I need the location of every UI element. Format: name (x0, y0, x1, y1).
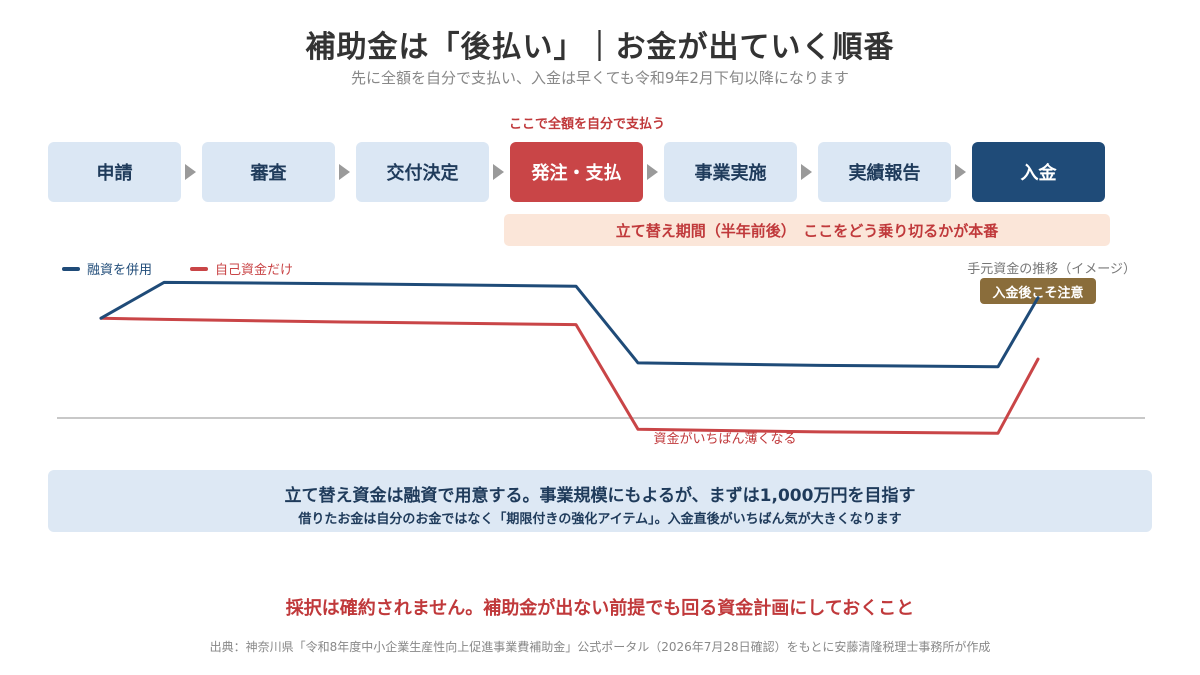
page-title: 補助金は「後払い」｜お金が出ていく順番 (305, 30, 895, 65)
after-deposit-warning-badge: 入金後こそ注意 (980, 278, 1096, 304)
arrow-right-icon (185, 164, 196, 180)
legend-label-loan: 融資を併用 (87, 263, 153, 278)
legend-label-own-funds: 自己資金だけ (215, 263, 294, 278)
financing-advice-main: 立て替え資金は融資で用意する。事業規模にもよるが、まずは1,000万円を目指す (284, 486, 916, 506)
legend-item-loan: 融資を併用 (62, 259, 152, 278)
loan-balance-line (99, 280, 1040, 369)
chart-caption: 手元資金の推移（イメージ） (967, 262, 1136, 277)
arrow-right-icon (647, 164, 658, 180)
step-deposit: 入金 (972, 142, 1105, 202)
lowest-funds-note: 資金がいちばん薄くなる (653, 432, 797, 447)
step-application: 申請 (48, 142, 181, 202)
financing-advice-box: 立て替え資金は融資で用意する。事業規模にもよるが、まずは1,000万円を目指す … (48, 470, 1152, 532)
step-project-execution: 事業実施 (664, 142, 797, 202)
arrow-right-icon (955, 164, 966, 180)
own-funds-balance-line (99, 316, 1040, 435)
arrow-right-icon (493, 164, 504, 180)
payment-callout: ここで全額を自分で支払う (509, 117, 666, 132)
arrow-right-icon (801, 164, 812, 180)
legend-swatch-loan (62, 266, 80, 271)
step-grant-decision: 交付決定 (356, 142, 489, 202)
step-order-payment: 発注・支払 (510, 142, 643, 202)
arrow-right-icon (339, 164, 350, 180)
step-review: 審査 (202, 142, 335, 202)
source-citation: 出典：神奈川県「令和8年度中小企業生産性向上促進事業費補助金」公式ポータル（20… (209, 640, 991, 654)
financing-advice-sub: 借りたお金は自分のお金ではなく「期限付きの強化アイテム」。入金直後がいちばん気が… (298, 512, 902, 527)
legend-swatch-own-funds (190, 266, 208, 271)
adoption-warning: 採択は確約されません。補助金が出ない前提でも回る資金計画にしておくこと (285, 598, 915, 619)
step-results-report: 実績報告 (818, 142, 951, 202)
page-subtitle: 先に全額を自分で支払い、入金は早くても令和9年2月下旬以降になります (351, 69, 849, 87)
legend-item-own-funds: 自己資金だけ (190, 259, 293, 278)
advance-period-banner: 立て替え期間（半年前後） ここをどう乗り切るかが本番 (504, 214, 1110, 246)
